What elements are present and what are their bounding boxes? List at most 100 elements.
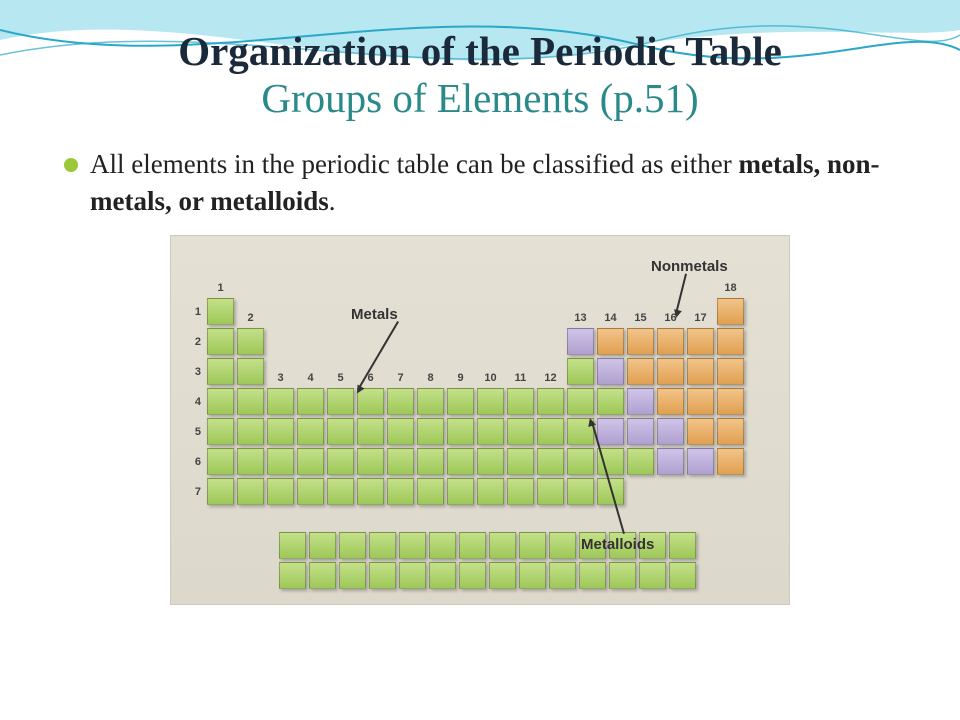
element-cell [237,418,264,445]
element-cell [237,328,264,355]
element-cell [597,388,624,415]
element-cell [687,448,714,475]
element-cell [687,388,714,415]
element-cell [717,298,744,325]
element-cell [639,562,666,589]
element-cell [237,358,264,385]
element-cell [507,478,534,505]
element-cell [507,448,534,475]
element-cell [657,448,684,475]
element-cell [297,448,324,475]
element-cell [717,358,744,385]
element-cell [687,328,714,355]
element-cell [297,388,324,415]
row-number: 7 [187,486,201,498]
element-cell [717,448,744,475]
column-number: 11 [507,372,534,384]
element-cell [447,388,474,415]
element-cell [237,448,264,475]
element-cell [477,448,504,475]
row-number: 6 [187,456,201,468]
column-number: 5 [327,372,354,384]
element-cell [369,562,396,589]
element-cell [669,532,696,559]
element-cell [657,358,684,385]
element-cell [357,448,384,475]
row-number: 2 [187,336,201,348]
element-cell [267,448,294,475]
element-cell [447,478,474,505]
element-cell [489,562,516,589]
column-number: 9 [447,372,474,384]
element-cell [567,478,594,505]
element-cell [279,532,306,559]
column-number: 18 [717,282,744,294]
element-cell [597,358,624,385]
element-cell [357,478,384,505]
element-cell [579,562,606,589]
slide-title: Organization of the Periodic Table Group… [48,28,912,122]
column-number: 2 [237,312,264,324]
column-number: 12 [537,372,564,384]
element-cell [327,478,354,505]
element-cell [567,328,594,355]
element-cell [309,532,336,559]
element-cell [387,388,414,415]
element-cell [429,532,456,559]
element-cell [417,478,444,505]
element-cell [207,298,234,325]
element-cell [339,562,366,589]
element-cell [297,478,324,505]
element-cell [597,418,624,445]
element-cell [717,328,744,355]
element-cell [459,532,486,559]
element-cell [429,562,456,589]
element-cell [519,562,546,589]
element-cell [477,418,504,445]
element-cell [537,448,564,475]
label-nonmetals: Nonmetals [651,258,728,275]
element-cell [609,562,636,589]
element-cell [507,388,534,415]
element-cell [477,388,504,415]
element-cell [657,388,684,415]
element-cell [567,448,594,475]
bullet-icon [64,158,78,172]
element-cell [207,448,234,475]
element-cell [507,418,534,445]
column-number: 1 [207,282,234,294]
bullet-prefix: All elements in the periodic table can b… [90,149,739,179]
element-cell [717,418,744,445]
element-cell [399,562,426,589]
element-cell [549,532,576,559]
element-cell [267,478,294,505]
element-cell [309,562,336,589]
row-number: 4 [187,396,201,408]
element-cell [267,418,294,445]
element-cell [237,388,264,415]
element-cell [687,418,714,445]
element-cell [687,358,714,385]
element-cell [459,562,486,589]
element-cell [327,448,354,475]
element-cell [447,448,474,475]
element-cell [627,328,654,355]
column-number: 10 [477,372,504,384]
label-metalloids: Metalloids [581,536,654,553]
element-cell [567,358,594,385]
title-sub: Groups of Elements (p.51) [48,75,912,122]
element-cell [387,448,414,475]
element-cell [567,388,594,415]
label-metals: Metals [351,306,398,323]
periodic-table-figure: 1234567891011121314151617181234567 Metal… [170,235,790,605]
element-cell [207,358,234,385]
element-cell [417,448,444,475]
element-cell [489,532,516,559]
element-cell [627,448,654,475]
element-cell [327,418,354,445]
element-cell [657,328,684,355]
bullet-suffix: . [329,186,336,216]
element-cell [387,418,414,445]
title-main: Organization of the Periodic Table [48,28,912,75]
element-cell [549,562,576,589]
